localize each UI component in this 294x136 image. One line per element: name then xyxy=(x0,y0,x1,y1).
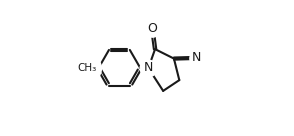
Text: CH₃: CH₃ xyxy=(78,63,97,73)
Text: N: N xyxy=(144,61,153,75)
Text: N: N xyxy=(192,51,201,64)
Text: O: O xyxy=(148,22,157,35)
